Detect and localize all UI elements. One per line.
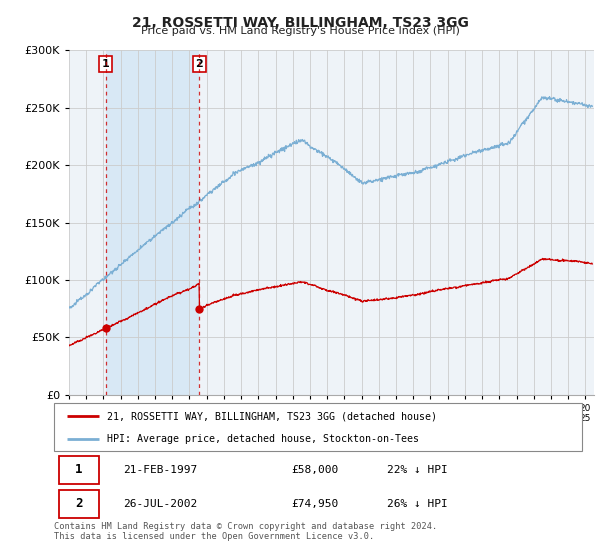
- Text: 2: 2: [196, 59, 203, 69]
- Text: £74,950: £74,950: [292, 499, 339, 509]
- FancyBboxPatch shape: [54, 403, 582, 451]
- Text: 1: 1: [102, 59, 110, 69]
- FancyBboxPatch shape: [59, 455, 99, 484]
- Text: £58,000: £58,000: [292, 465, 339, 475]
- Text: Contains HM Land Registry data © Crown copyright and database right 2024.
This d: Contains HM Land Registry data © Crown c…: [54, 522, 437, 542]
- Text: 21, ROSSETTI WAY, BILLINGHAM, TS23 3GG (detached house): 21, ROSSETTI WAY, BILLINGHAM, TS23 3GG (…: [107, 411, 437, 421]
- Text: 26-JUL-2002: 26-JUL-2002: [122, 499, 197, 509]
- Text: 2: 2: [76, 497, 83, 510]
- Bar: [106, 50, 199, 395]
- FancyBboxPatch shape: [59, 489, 99, 518]
- Text: Price paid vs. HM Land Registry's House Price Index (HPI): Price paid vs. HM Land Registry's House …: [140, 26, 460, 36]
- Text: 22% ↓ HPI: 22% ↓ HPI: [386, 465, 448, 475]
- Text: HPI: Average price, detached house, Stockton-on-Tees: HPI: Average price, detached house, Stoc…: [107, 434, 419, 444]
- Text: 1: 1: [76, 463, 83, 476]
- Text: 21, ROSSETTI WAY, BILLINGHAM, TS23 3GG: 21, ROSSETTI WAY, BILLINGHAM, TS23 3GG: [131, 16, 469, 30]
- Text: 26% ↓ HPI: 26% ↓ HPI: [386, 499, 448, 509]
- Text: 21-FEB-1997: 21-FEB-1997: [122, 465, 197, 475]
